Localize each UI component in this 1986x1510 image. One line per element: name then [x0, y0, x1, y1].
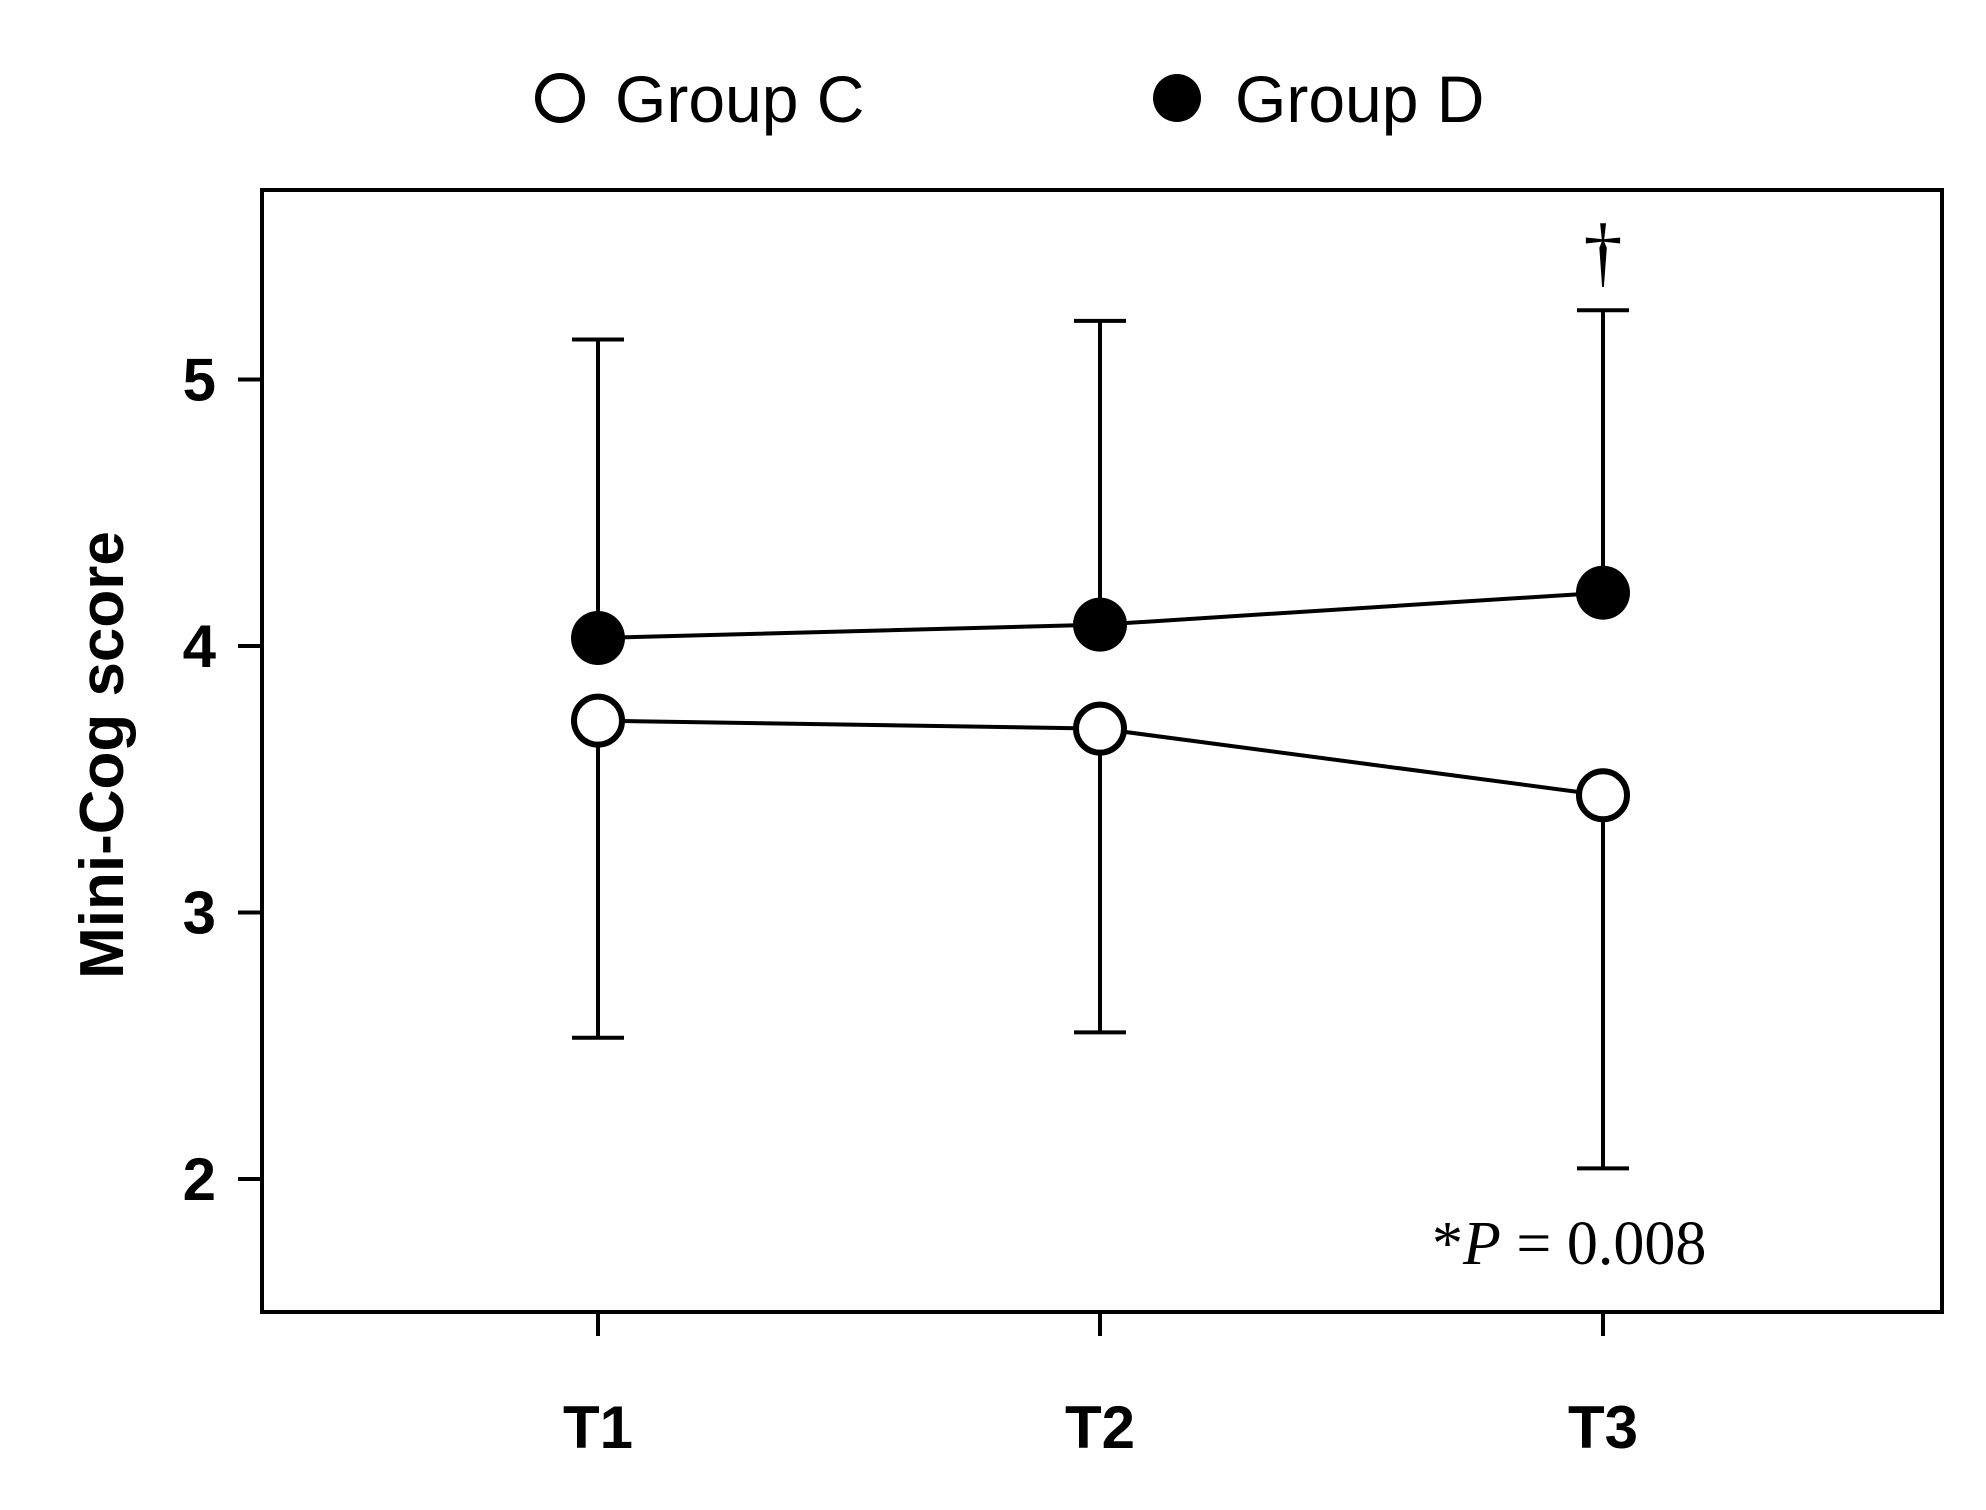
p-value-star: * [1432, 1210, 1463, 1278]
point-group-d-T1 [571, 611, 625, 666]
dagger-annotation: † [1584, 208, 1623, 295]
legend: Group C Group D [535, 62, 1484, 136]
legend-label-group-d: Group D [1235, 62, 1484, 136]
point-group-c-T2 [1073, 701, 1127, 756]
y-tick-label-2: 2 [183, 1146, 216, 1213]
x-tick-label-T2: T2 [1065, 1394, 1135, 1461]
x-tick-label-T3: T3 [1568, 1394, 1638, 1461]
legend-marker-group-d [1153, 74, 1201, 122]
error-bars [572, 308, 1629, 1171]
series-markers [571, 565, 1630, 823]
legend-marker-group-c [535, 73, 585, 123]
point-group-d-T3 [1576, 565, 1630, 620]
x-tick-label-T1: T1 [563, 1394, 633, 1461]
legend-label-group-c: Group C [615, 62, 864, 136]
p-value-p: P [1462, 1210, 1501, 1278]
p-value-rest: = 0.008 [1501, 1210, 1706, 1278]
y-tick-label-3: 3 [183, 880, 216, 947]
y-tick-label-5: 5 [183, 347, 216, 414]
x-axis: T1 T2 T3 [563, 1312, 1638, 1461]
point-group-d-T2 [1073, 597, 1127, 652]
p-value-annotation: *P = 0.008 [1432, 1210, 1706, 1278]
point-group-c-T3 [1576, 768, 1630, 823]
y-tick-label-4: 4 [183, 613, 217, 680]
point-group-c-T1 [571, 693, 625, 748]
y-axis: 2 3 4 5 [183, 347, 262, 1213]
y-axis-label: Mini-Cog score [68, 531, 137, 979]
